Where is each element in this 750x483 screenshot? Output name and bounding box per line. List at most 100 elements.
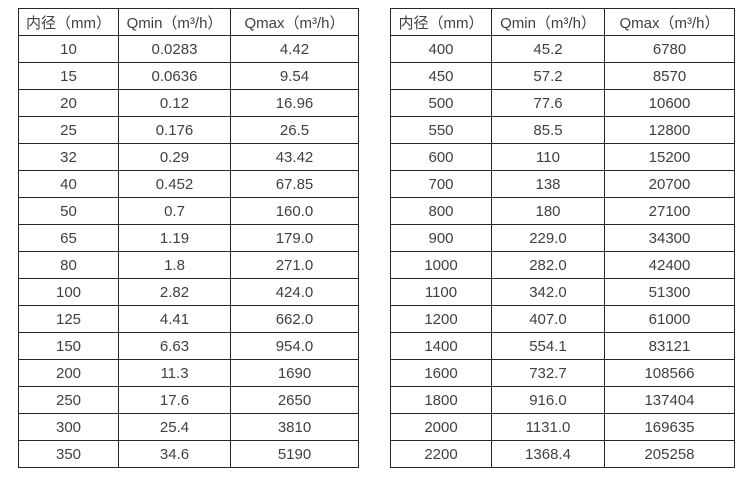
table-cell: 61000 [604,305,735,333]
table-cell: 1000 [390,251,492,279]
table-cell: 26.5 [230,116,359,144]
table-cell: 25 [18,116,119,144]
table-cell: 16.96 [230,89,359,117]
table-cell: 45.2 [491,35,605,63]
table-row: 50 0.7 160.0 [18,197,359,225]
table-cell: 0.0636 [118,62,231,90]
column-header-qmax: Qmax（m³/h） [604,8,735,36]
table-cell: 34300 [604,224,735,252]
table-cell: 350 [18,440,119,468]
table-cell: 11.3 [118,359,231,387]
table-row: 65 1.19 179.0 [18,224,359,252]
table-cell: 554.1 [491,332,605,360]
table-row: 2000 1131.0 169635 [390,413,735,441]
table-row: 15 0.0636 9.54 [18,62,359,90]
table-row: 20 0.12 16.96 [18,89,359,117]
table-row: 10 0.0283 4.42 [18,35,359,63]
table-cell: 10600 [604,89,735,117]
table-cell: 2650 [230,386,359,414]
column-header-diameter: 内径（mm） [390,8,492,36]
table-cell: 20 [18,89,119,117]
table-cell: 12800 [604,116,735,144]
table-cell: 160.0 [230,197,359,225]
table-cell: 2000 [390,413,492,441]
column-header-diameter: 内径（mm） [18,8,119,36]
table-row: 25 0.176 26.5 [18,116,359,144]
table-cell: 600 [390,143,492,171]
table-cell: 42400 [604,251,735,279]
table-cell: 0.12 [118,89,231,117]
table-cell: 1600 [390,359,492,387]
table-cell: 17.6 [118,386,231,414]
table-row: 450 57.2 8570 [390,62,735,90]
table-cell: 77.6 [491,89,605,117]
table-cell: 3810 [230,413,359,441]
table-row: 80 1.8 271.0 [18,251,359,279]
table-cell: 5190 [230,440,359,468]
table-row: 400 45.2 6780 [390,35,735,63]
table-cell: 40 [18,170,119,198]
table-body: 10 0.0283 4.42 15 0.0636 9.54 20 0.12 16.96 25 0.1… [18,35,359,468]
table-row: 1000 282.0 42400 [390,251,735,279]
table-cell: 27100 [604,197,735,225]
table-cell: 1.8 [118,251,231,279]
table-cell: 0.29 [118,143,231,171]
table-cell: 15 [18,62,119,90]
table-cell: 916.0 [491,386,605,414]
flow-rate-table-large-diameters: 内径（mm） Qmin（m³/h） Qmax（m³/h） 400 45.2 6780… [390,8,735,468]
table-cell: 800 [390,197,492,225]
table-cell: 1400 [390,332,492,360]
column-header-qmin: Qmin（m³/h） [118,8,231,36]
table-cell: 954.0 [230,332,359,360]
table-cell: 100 [18,278,119,306]
table-row: 500 77.6 10600 [390,89,735,117]
table-cell: 732.7 [491,359,605,387]
table-cell: 15200 [604,143,735,171]
table-cell: 0.452 [118,170,231,198]
table-row: 700 138 20700 [390,170,735,198]
table-row: 200 11.3 1690 [18,359,359,387]
table-cell: 700 [390,170,492,198]
table-row: 1600 732.7 108566 [390,359,735,387]
table-row: 40 0.452 67.85 [18,170,359,198]
table-row: 250 17.6 2650 [18,386,359,414]
table-cell: 1131.0 [491,413,605,441]
table-cell: 1.19 [118,224,231,252]
table-body: 400 45.2 6780 450 57.2 8570 500 77.6 10600 550 85.… [390,35,735,468]
table-header-row: 内径（mm） Qmin（m³/h） Qmax（m³/h） [390,8,735,36]
table-cell: 250 [18,386,119,414]
table-cell: 550 [390,116,492,144]
table-cell: 25.4 [118,413,231,441]
flow-rate-table-small-diameters: 内径（mm） Qmin（m³/h） Qmax（m³/h） 10 0.0283 4.4… [18,8,359,468]
table-cell: 1690 [230,359,359,387]
table-cell: 271.0 [230,251,359,279]
table-cell: 4.41 [118,305,231,333]
table-cell: 424.0 [230,278,359,306]
table-cell: 8570 [604,62,735,90]
table-cell: 125 [18,305,119,333]
table-cell: 662.0 [230,305,359,333]
table-row: 1400 554.1 83121 [390,332,735,360]
table-cell: 1100 [390,278,492,306]
table-row: 300 25.4 3810 [18,413,359,441]
table-cell: 169635 [604,413,735,441]
table-cell: 80 [18,251,119,279]
table-row: 100 2.82 424.0 [18,278,359,306]
table-cell: 110 [491,143,605,171]
table-cell: 6780 [604,35,735,63]
table-cell: 179.0 [230,224,359,252]
table-cell: 0.0283 [118,35,231,63]
table-cell: 4.42 [230,35,359,63]
table-cell: 50 [18,197,119,225]
table-cell: 1800 [390,386,492,414]
table-cell: 900 [390,224,492,252]
table-header-row: 内径（mm） Qmin（m³/h） Qmax（m³/h） [18,8,359,36]
table-row: 1200 407.0 61000 [390,305,735,333]
table-cell: 9.54 [230,62,359,90]
table-row: 125 4.41 662.0 [18,305,359,333]
table-row: 900 229.0 34300 [390,224,735,252]
table-row: 600 110 15200 [390,143,735,171]
table-row: 800 180 27100 [390,197,735,225]
table-cell: 6.63 [118,332,231,360]
table-cell: 205258 [604,440,735,468]
